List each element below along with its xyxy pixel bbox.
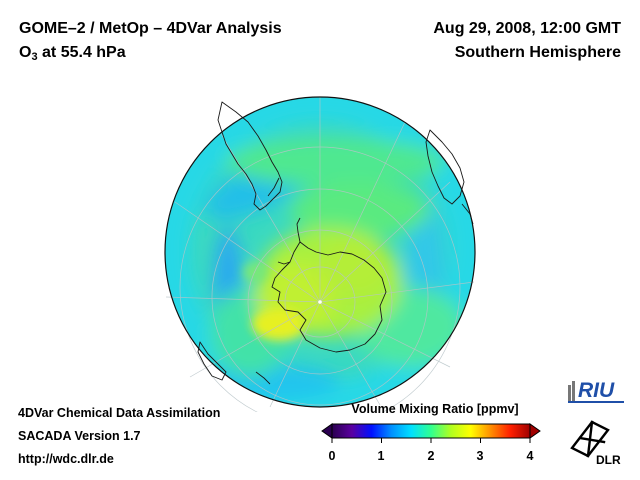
globe-outline (164, 96, 476, 408)
riu-text: RIU (578, 379, 615, 402)
species-prefix: O (19, 44, 32, 61)
species-suffix: at 55.4 hPa (37, 44, 126, 61)
africa-coastline (425, 129, 465, 205)
coastlines (197, 101, 474, 385)
footer-line-1: 4DVar Chemical Data Assimilation (18, 406, 221, 420)
colorbar-tick-labels: 0 1 2 3 4 (0, 449, 640, 467)
colorbar-gradient (331, 423, 531, 439)
south-america-coastline (217, 101, 283, 211)
species-subscript: 3 (31, 51, 38, 63)
region-label: Southern Hemisphere (454, 44, 621, 61)
colorbar (321, 423, 541, 443)
footer-info: 4DVar Chemical Data Assimilation SACADA … (18, 402, 220, 471)
graticule (165, 97, 475, 412)
colorbar-title: Volume Mixing Ratio [ppmv] (351, 402, 519, 416)
south-pole-marker (318, 300, 322, 304)
datetime-label: Aug 29, 2008, 12:00 GMT (433, 20, 621, 37)
title-line-2: O3 at 55.4 hPa (19, 41, 282, 69)
australia-coastline (197, 341, 227, 381)
tick-label: 1 (377, 449, 385, 463)
map-info: Aug 29, 2008, 12:00 GMT Southern Hemisph… (433, 17, 621, 65)
map-title: GOME–2 / MetOp – 4DVar Analysis O3 at 55… (19, 17, 282, 69)
tick-label: 3 (476, 449, 484, 463)
dlr-logo: DLR (570, 420, 621, 466)
tick-label: 4 (526, 449, 534, 463)
colorbar-high-arrow (529, 423, 541, 439)
colorbar-low-arrow (321, 423, 333, 439)
tick-label: 0 (328, 449, 336, 463)
riu-logo: RIU (568, 379, 624, 403)
antarctica-coastline (271, 241, 387, 353)
ozone-globe-map (164, 96, 476, 412)
dlr-text: DLR (596, 453, 621, 466)
title-line-1: GOME–2 / MetOp – 4DVar Analysis (19, 20, 282, 37)
ozone-field (165, 97, 475, 407)
footer-line-2: SACADA Version 1.7 (18, 429, 141, 443)
tick-label: 2 (427, 449, 435, 463)
footer-url: http://wdc.dlr.de (18, 452, 114, 466)
